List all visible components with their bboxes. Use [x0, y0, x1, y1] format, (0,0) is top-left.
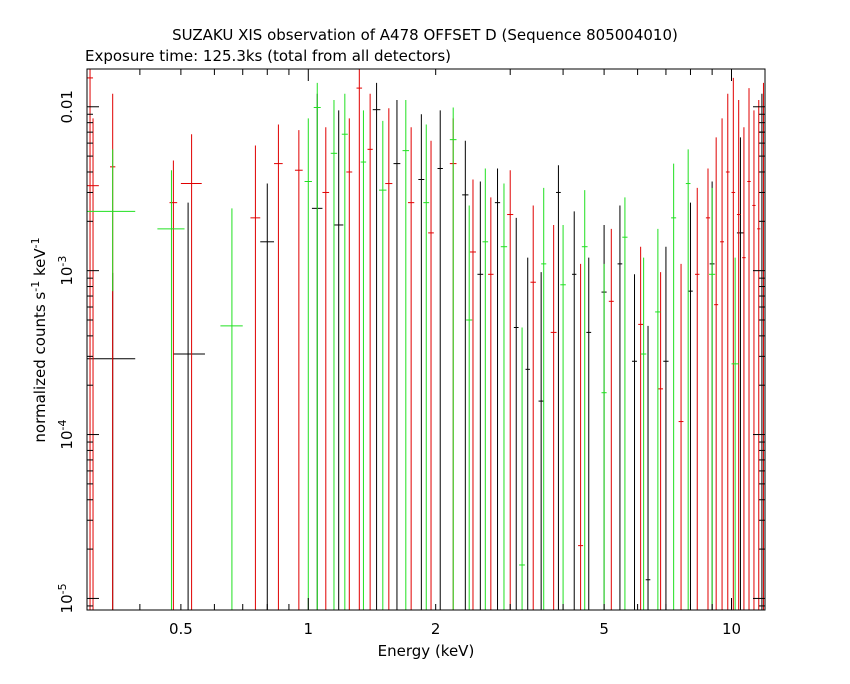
y-tick-label-base: 10 [58, 267, 76, 286]
x-tick-label: 0.5 [169, 620, 193, 638]
y-tick-label-exp: -5 [56, 583, 69, 594]
y-axis-label-sup2: -1 [29, 237, 42, 248]
chart-subtitle: Exposure time: 125.3ks (total from all d… [85, 47, 451, 65]
y-axis-label-sup1: -1 [29, 281, 42, 292]
y-tick-label: 10-3 [56, 256, 76, 286]
y-tick-label: 10-4 [56, 420, 76, 450]
x-axis-label: Energy (keV) [378, 642, 475, 660]
chart-title: SUZAKU XIS observation of A478 OFFSET D … [172, 26, 678, 44]
y-axis-label-mid: keV [31, 248, 49, 281]
y-axis-label: normalized counts s-1 keV-1 [29, 237, 49, 442]
y-axis-label-main: normalized counts s [31, 292, 49, 443]
series-2 [87, 82, 739, 610]
series-layer [87, 69, 765, 610]
x-tick-label: 1 [304, 620, 314, 638]
x-tick-label: 10 [722, 620, 741, 638]
y-tick-label-base: 10 [58, 594, 76, 613]
x-tick-label: 5 [599, 620, 609, 638]
series-0 [87, 82, 765, 610]
y-tick-label: 10-5 [56, 583, 76, 613]
y-tick-label-exp: -3 [56, 256, 69, 267]
x-tick-label: 2 [431, 620, 441, 638]
y-tick-label-exp: -4 [56, 420, 69, 431]
plot-frame [86, 68, 766, 611]
y-tick-label: 0.01 [58, 90, 76, 123]
y-tick-label-base: 10 [58, 430, 76, 449]
